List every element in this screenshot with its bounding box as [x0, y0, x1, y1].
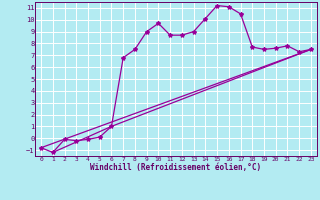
X-axis label: Windchill (Refroidissement éolien,°C): Windchill (Refroidissement éolien,°C): [91, 163, 261, 172]
